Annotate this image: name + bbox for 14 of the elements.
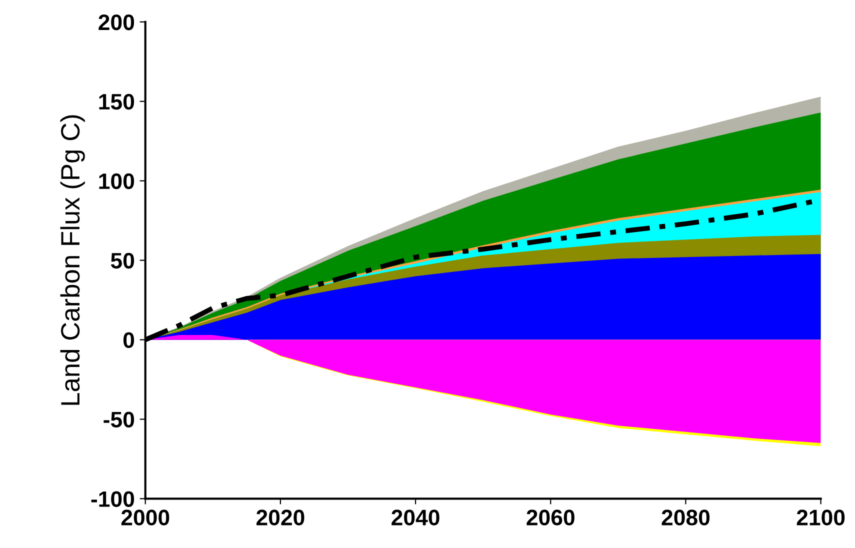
x-tick-label: 2020 (256, 510, 304, 526)
x-tick-label: 2040 (392, 510, 440, 526)
y-tick-label: -100 (91, 491, 134, 507)
x-tick-label: 2100 (796, 510, 845, 526)
x-tick-label: 2080 (662, 510, 710, 526)
y-tick-label: 200 (98, 14, 134, 30)
y-tick-label: -50 (104, 412, 134, 428)
y-axis-title: Land Carbon Flux (Pg C) (60, 115, 85, 405)
y-tick-label: 150 (99, 94, 134, 110)
x-tick-label: 2060 (526, 510, 574, 526)
x-tick-label: 2000 (121, 510, 170, 526)
y-tick-label: 100 (99, 173, 134, 190)
y-tick-label: 0 (123, 332, 134, 348)
y-tick-label: 50 (110, 252, 134, 269)
